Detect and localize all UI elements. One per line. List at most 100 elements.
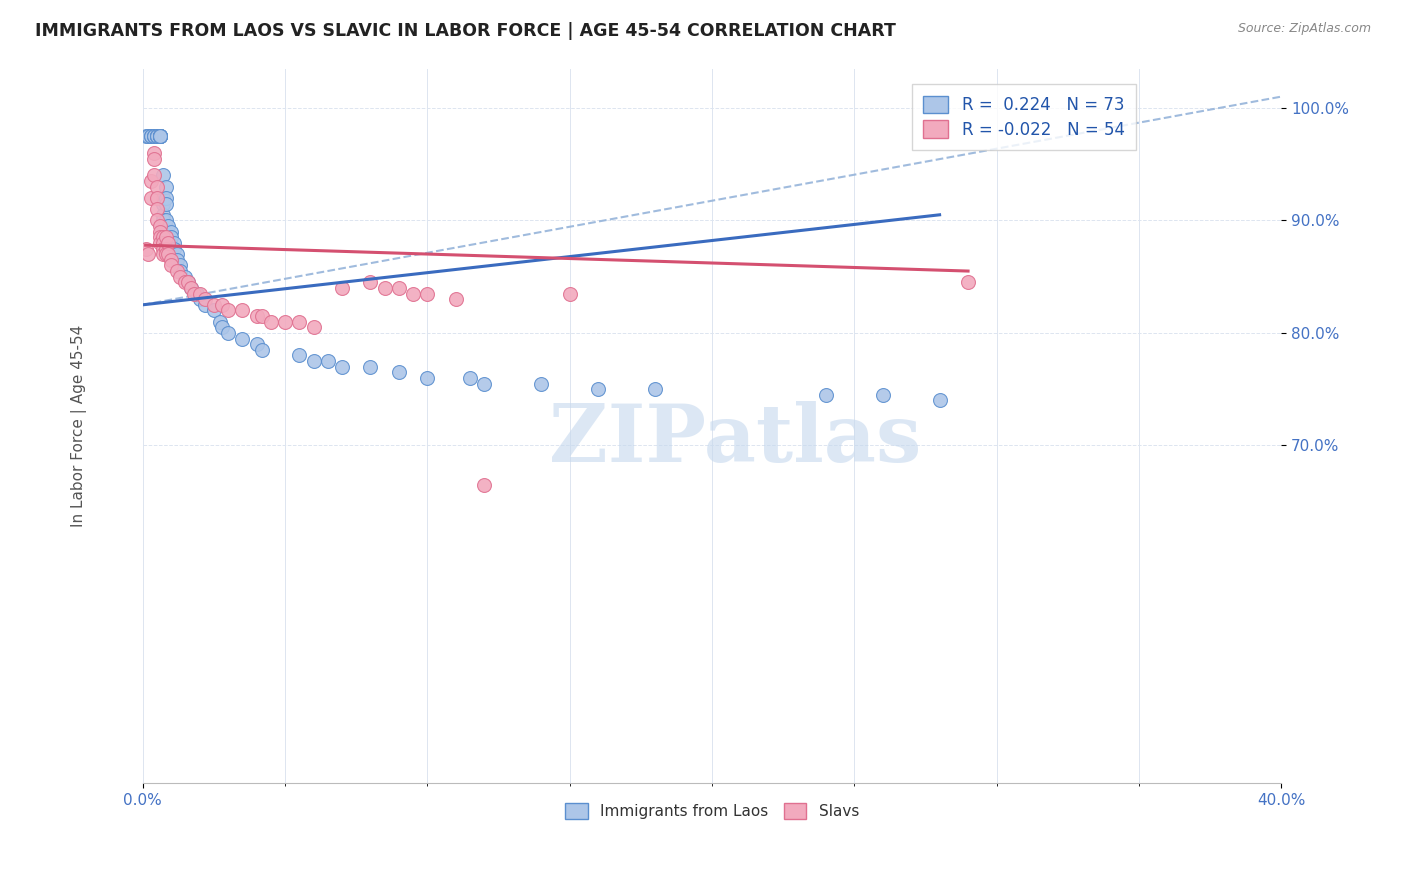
- Point: [644, 382, 666, 396]
- Point: [155, 235, 177, 250]
- Point: [274, 315, 297, 329]
- Point: [416, 371, 439, 385]
- Point: [152, 247, 174, 261]
- Point: [252, 343, 274, 357]
- Point: [146, 129, 169, 144]
- Text: ZIPatlas: ZIPatlas: [548, 401, 921, 479]
- Point: [143, 129, 166, 144]
- Point: [302, 320, 325, 334]
- Point: [141, 191, 163, 205]
- Point: [177, 275, 200, 289]
- Point: [157, 235, 180, 250]
- Point: [149, 225, 172, 239]
- Point: [186, 286, 208, 301]
- Point: [146, 129, 169, 144]
- Point: [149, 235, 172, 250]
- Point: [166, 247, 188, 261]
- Point: [149, 129, 172, 144]
- Point: [231, 303, 253, 318]
- Point: [155, 247, 177, 261]
- Point: [163, 242, 186, 256]
- Point: [152, 235, 174, 250]
- Point: [149, 129, 172, 144]
- Point: [141, 174, 163, 188]
- Point: [152, 208, 174, 222]
- Legend: Immigrants from Laos, Slavs: Immigrants from Laos, Slavs: [558, 797, 865, 825]
- Point: [160, 259, 183, 273]
- Point: [188, 286, 211, 301]
- Point: [211, 298, 233, 312]
- Point: [138, 247, 160, 261]
- Point: [152, 230, 174, 244]
- Point: [149, 129, 172, 144]
- Point: [149, 129, 172, 144]
- Point: [211, 320, 233, 334]
- Point: [402, 286, 425, 301]
- Point: [260, 315, 283, 329]
- Point: [444, 292, 467, 306]
- Point: [388, 281, 411, 295]
- Point: [316, 354, 339, 368]
- Point: [152, 225, 174, 239]
- Point: [152, 213, 174, 227]
- Point: [174, 275, 197, 289]
- Point: [586, 382, 609, 396]
- Point: [141, 129, 163, 144]
- Point: [149, 129, 172, 144]
- Point: [160, 225, 183, 239]
- Point: [152, 169, 174, 183]
- Point: [169, 269, 191, 284]
- Point: [146, 129, 169, 144]
- Point: [138, 129, 160, 144]
- Point: [530, 376, 553, 391]
- Text: IMMIGRANTS FROM LAOS VS SLAVIC IN LABOR FORCE | AGE 45-54 CORRELATION CHART: IMMIGRANTS FROM LAOS VS SLAVIC IN LABOR …: [35, 22, 896, 40]
- Point: [149, 230, 172, 244]
- Point: [814, 388, 837, 402]
- Point: [388, 365, 411, 379]
- Point: [194, 298, 217, 312]
- Point: [330, 281, 353, 295]
- Point: [146, 179, 169, 194]
- Point: [217, 303, 239, 318]
- Point: [208, 315, 231, 329]
- Point: [155, 179, 177, 194]
- Point: [472, 376, 495, 391]
- Point: [288, 348, 311, 362]
- Point: [135, 129, 157, 144]
- Point: [188, 292, 211, 306]
- Point: [149, 219, 172, 233]
- Point: [194, 292, 217, 306]
- Point: [374, 281, 396, 295]
- Point: [146, 191, 169, 205]
- Point: [135, 242, 157, 256]
- Point: [302, 354, 325, 368]
- Point: [166, 264, 188, 278]
- Point: [155, 242, 177, 256]
- Point: [416, 286, 439, 301]
- Point: [359, 275, 381, 289]
- Point: [143, 169, 166, 183]
- Point: [155, 191, 177, 205]
- Point: [155, 196, 177, 211]
- Point: [152, 191, 174, 205]
- Point: [152, 196, 174, 211]
- Point: [160, 252, 183, 267]
- Point: [458, 371, 481, 385]
- Point: [202, 298, 225, 312]
- Point: [246, 337, 269, 351]
- Point: [157, 242, 180, 256]
- Point: [163, 235, 186, 250]
- Point: [155, 230, 177, 244]
- Point: [231, 332, 253, 346]
- Point: [957, 275, 980, 289]
- Point: [149, 129, 172, 144]
- Point: [928, 393, 950, 408]
- Point: [157, 247, 180, 261]
- Point: [180, 281, 202, 295]
- Point: [152, 242, 174, 256]
- Point: [141, 129, 163, 144]
- Point: [152, 219, 174, 233]
- Point: [149, 129, 172, 144]
- Point: [146, 202, 169, 216]
- Point: [157, 219, 180, 233]
